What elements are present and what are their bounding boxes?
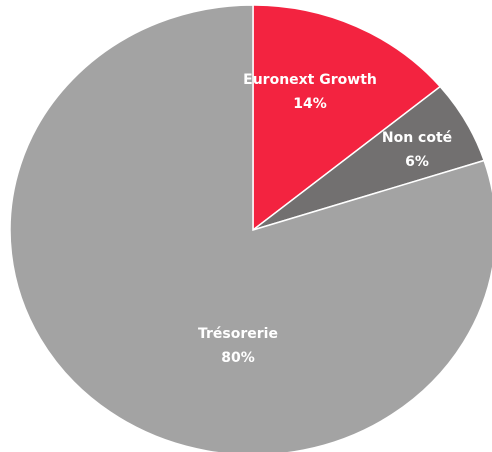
slice-value-label: 6%	[405, 154, 429, 170]
slice-value-label: 80%	[221, 350, 255, 366]
slice-label: Non coté	[382, 130, 452, 146]
pie-slice	[9, 4, 492, 452]
pie-slice	[252, 4, 442, 232]
slice-label: Trésorerie	[198, 326, 278, 342]
slice-value-label: 14%	[293, 96, 327, 112]
slice-label: Euronext Growth	[243, 72, 377, 88]
